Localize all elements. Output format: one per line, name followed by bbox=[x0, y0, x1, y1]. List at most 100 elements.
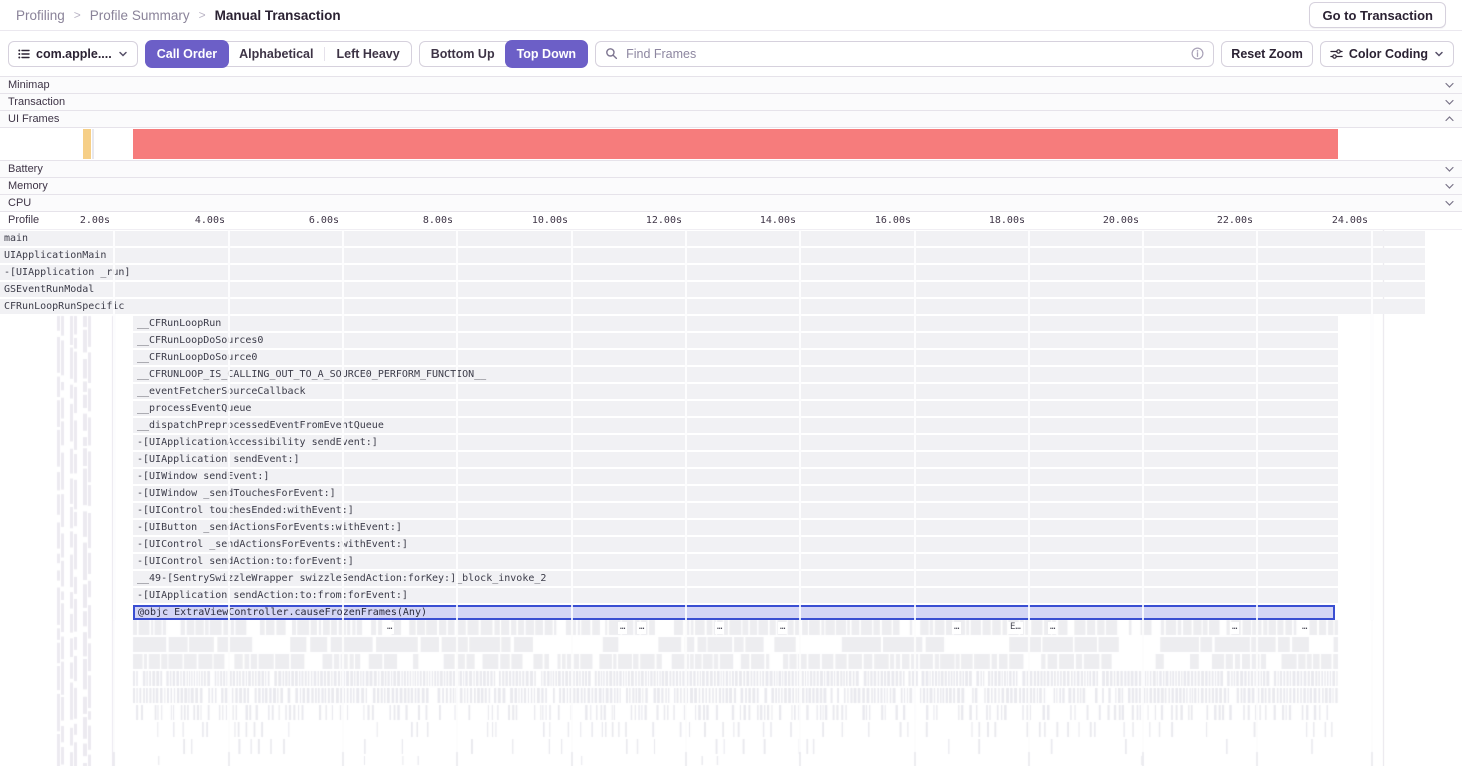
flame-frame[interactable]: __CFRunLoopRun bbox=[133, 316, 1338, 331]
collapsed-frames-ellipsis[interactable]: … bbox=[715, 622, 725, 634]
section-label: Memory bbox=[8, 180, 48, 192]
collapsed-frames-ellipsis[interactable]: … bbox=[1230, 622, 1240, 634]
frozen-frame-bar[interactable] bbox=[133, 129, 1338, 159]
time-tick-label: 2.00s bbox=[79, 215, 110, 226]
time-tick-label: 14.00s bbox=[759, 215, 796, 226]
flame-frame[interactable]: UIApplicationMain bbox=[0, 248, 1425, 263]
info-icon[interactable] bbox=[1191, 47, 1204, 60]
section-label: Minimap bbox=[8, 79, 50, 91]
time-tick-label: 20.00s bbox=[1102, 215, 1139, 226]
flame-frame[interactable]: __dispatchPreprocessedEventFromEventQueu… bbox=[133, 418, 1338, 433]
gridline-overlay bbox=[113, 230, 115, 620]
collapsed-sections-bottom: Battery Memory CPU bbox=[0, 161, 1462, 212]
flame-frame[interactable]: -[UIApplication _run] bbox=[0, 265, 1425, 280]
chevron-up-icon bbox=[1445, 115, 1454, 123]
breadcrumb-bar: Profiling > Profile Summary > Manual Transac… bbox=[0, 0, 1462, 31]
time-tick-label: 10.00s bbox=[531, 215, 568, 226]
gridline-overlay bbox=[228, 230, 230, 620]
gridline-overlay bbox=[342, 230, 344, 620]
flame-frame[interactable]: GSEventRunModal bbox=[0, 282, 1425, 297]
flame-frame[interactable]: main bbox=[0, 231, 1425, 246]
flame-frame[interactable]: CFRunLoopRunSpecific bbox=[0, 299, 1425, 314]
sort-option-call-order[interactable]: Call Order bbox=[145, 40, 229, 67]
flame-frame[interactable]: -[UIControl touchesEnded:withEvent:] bbox=[133, 503, 1338, 518]
collapsed-frames-ellipsis[interactable]: … bbox=[1048, 622, 1058, 634]
thread-selector-label: com.apple.... bbox=[36, 46, 112, 61]
flame-frame[interactable]: __eventFetcherSourceCallback bbox=[133, 384, 1338, 399]
gridline-overlay bbox=[1256, 230, 1258, 620]
time-tick-label: 16.00s bbox=[874, 215, 911, 226]
chevron-down-icon bbox=[1445, 182, 1454, 190]
chevron-down-icon bbox=[1445, 81, 1454, 89]
breadcrumb-link[interactable]: Profiling bbox=[16, 7, 65, 23]
section-row-transaction[interactable]: Transaction bbox=[0, 94, 1462, 111]
flame-frame[interactable]: -[UIWindow sendEvent:] bbox=[133, 469, 1338, 484]
flame-frame[interactable]: __CFRunLoopDoSources0 bbox=[133, 333, 1338, 348]
time-tick-label: 22.00s bbox=[1216, 215, 1253, 226]
color-coding-dropdown[interactable]: Color Coding bbox=[1319, 40, 1454, 67]
gridline-overlay bbox=[799, 230, 801, 620]
flame-frame[interactable]: -[UIControl _sendActionsForEvents:withEv… bbox=[133, 537, 1338, 552]
gridline-overlay bbox=[571, 230, 573, 620]
breadcrumb-separator: > bbox=[198, 8, 206, 22]
chevron-down-icon bbox=[1445, 98, 1454, 106]
slow-frame-bar[interactable] bbox=[83, 129, 91, 159]
flame-frame[interactable]: -[UIApplication sendAction:to:from:forEv… bbox=[133, 588, 1338, 603]
search-icon bbox=[605, 47, 618, 60]
collapsed-frames-ellipsis[interactable]: … bbox=[618, 622, 628, 634]
collapsed-frames-ellipsis[interactable]: … bbox=[385, 622, 395, 634]
flame-frame[interactable]: __CFRunLoopDoSource0 bbox=[133, 350, 1338, 365]
chevron-down-icon bbox=[1434, 50, 1444, 58]
collapsed-frames-ellipsis[interactable]: E… bbox=[1008, 622, 1023, 634]
flame-frame[interactable]: -[UIWindow _sendTouchesForEvent:] bbox=[133, 486, 1338, 501]
collapsed-frames-ellipsis[interactable]: … bbox=[1300, 622, 1310, 634]
gridline-overlay bbox=[1142, 230, 1144, 620]
ui-frames-track[interactable] bbox=[0, 128, 1462, 161]
gridline-overlay bbox=[1371, 230, 1373, 620]
section-label: UI Frames bbox=[8, 113, 60, 125]
frame-divider[interactable] bbox=[92, 129, 94, 159]
breadcrumb-link[interactable]: Profile Summary bbox=[89, 7, 190, 23]
chevron-down-icon bbox=[1445, 199, 1454, 207]
profile-section-label: Profile bbox=[8, 214, 40, 226]
section-row-cpu[interactable]: CPU bbox=[0, 195, 1462, 212]
flame-frame[interactable]: __processEventQueue bbox=[133, 401, 1338, 416]
section-row-memory[interactable]: Memory bbox=[0, 178, 1462, 195]
flame-frame[interactable]: __49-[SentrySwizzleWrapper swizzleSendAc… bbox=[133, 571, 1338, 586]
collapsed-frames-ellipsis[interactable]: … bbox=[637, 622, 647, 634]
section-row-battery[interactable]: Battery bbox=[0, 161, 1462, 178]
collapsed-frames-ellipsis[interactable]: … bbox=[952, 622, 962, 634]
direction-segmented-control: Bottom Up Top Down bbox=[418, 40, 589, 67]
time-tick-label: 4.00s bbox=[194, 215, 225, 226]
profile-time-axis: Profile 2.00s 4.00s 6.00s 8.00s 10.00s 12.00s… bbox=[0, 212, 1462, 230]
toolbar: com.apple.... Call Order Alphabetical Left… bbox=[0, 31, 1462, 77]
sort-option-alphabetical[interactable]: Alphabetical bbox=[239, 46, 314, 61]
breadcrumb-separator: > bbox=[73, 8, 81, 22]
thread-list-icon bbox=[18, 48, 30, 60]
sort-option-left-heavy[interactable]: Left Heavy bbox=[336, 46, 400, 61]
flame-frame[interactable]: __CFRUNLOOP_IS_CALLING_OUT_TO_A_SOURCE0_… bbox=[133, 367, 1338, 382]
chevron-down-icon bbox=[118, 50, 128, 58]
direction-option-bottom-up[interactable]: Bottom Up bbox=[430, 46, 495, 61]
direction-option-top-down[interactable]: Top Down bbox=[505, 40, 588, 67]
flame-frame[interactable]: -[UIButton _sendActionsForEvents:withEve… bbox=[133, 520, 1338, 535]
section-row-minimap[interactable]: Minimap bbox=[0, 77, 1462, 94]
gridline-overlay bbox=[685, 230, 687, 620]
gridline-overlay bbox=[914, 230, 916, 620]
section-row-ui-frames[interactable]: UI Frames bbox=[0, 111, 1462, 128]
thread-selector-dropdown[interactable]: com.apple.... bbox=[8, 40, 138, 67]
color-coding-label: Color Coding bbox=[1348, 46, 1428, 61]
section-label: Battery bbox=[8, 163, 43, 175]
flame-frame[interactable]: -[UIApplicationAccessibility sendEvent:] bbox=[133, 435, 1338, 450]
collapsed-frames-ellipsis[interactable]: … bbox=[778, 622, 788, 634]
flame-frame[interactable]: -[UIControl sendAction:to:forEvent:] bbox=[133, 554, 1338, 569]
search-input[interactable] bbox=[624, 45, 1186, 62]
flame-frame[interactable]: -[UIApplication sendEvent:] bbox=[133, 452, 1338, 467]
time-tick-label: 12.00s bbox=[645, 215, 682, 226]
go-to-transaction-button[interactable]: Go to Transaction bbox=[1309, 2, 1446, 28]
time-tick-label: 6.00s bbox=[308, 215, 339, 226]
flamegraph: main UIApplicationMain -[UIApplication _ru… bbox=[0, 230, 1462, 766]
flame-frame-selected[interactable]: @objc ExtraViewController.causeFrozenFra… bbox=[133, 605, 1335, 620]
gridline-overlay bbox=[1028, 230, 1030, 620]
reset-zoom-button[interactable]: Reset Zoom bbox=[1221, 40, 1313, 67]
